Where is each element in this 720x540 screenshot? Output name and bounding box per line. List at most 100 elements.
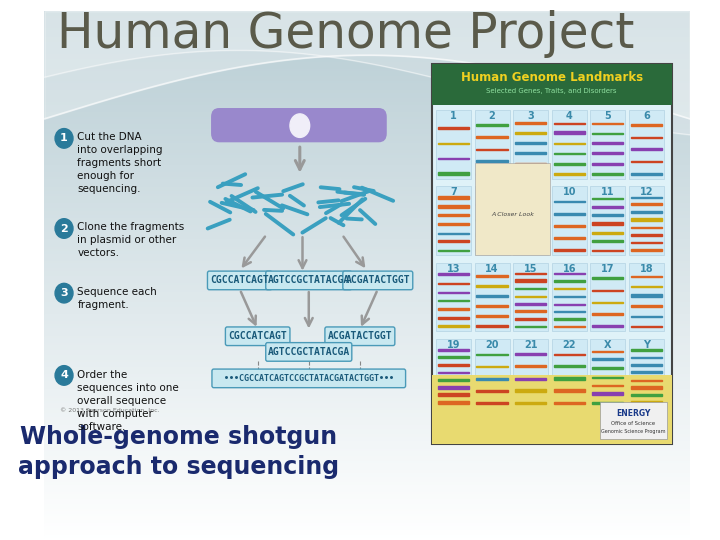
Bar (45, 261, 690, 264)
Bar (431, 64, 672, 105)
Bar (477, 124, 508, 126)
Text: CGCCATCAGT: CGCCATCAGT (210, 275, 269, 286)
Bar (45, 449, 690, 451)
Bar (474, 110, 510, 179)
Bar (45, 521, 690, 523)
Bar (45, 167, 690, 170)
Bar (45, 136, 690, 138)
Bar (45, 432, 690, 434)
Bar (45, 454, 690, 456)
Bar (45, 225, 690, 227)
Text: 9: 9 (527, 187, 534, 197)
Bar (45, 393, 690, 396)
Bar (45, 69, 690, 71)
Bar (554, 152, 585, 154)
Bar (45, 124, 690, 126)
Bar (45, 184, 690, 186)
Bar (515, 326, 546, 327)
Bar (45, 268, 690, 271)
Bar (590, 186, 625, 255)
Bar (45, 95, 690, 98)
Bar (45, 172, 690, 174)
Bar (631, 173, 662, 174)
Bar (45, 468, 690, 470)
Bar (45, 357, 690, 360)
Text: 17: 17 (601, 264, 614, 274)
Bar (45, 302, 690, 305)
Bar (474, 186, 510, 255)
FancyBboxPatch shape (266, 271, 352, 290)
Bar (45, 386, 690, 388)
Bar (45, 50, 690, 52)
Bar (45, 23, 690, 25)
Bar (592, 206, 624, 208)
Bar (515, 224, 546, 225)
Bar (45, 507, 690, 509)
FancyBboxPatch shape (212, 369, 405, 388)
Bar (45, 523, 690, 525)
Bar (45, 208, 690, 211)
Bar (515, 353, 546, 355)
Bar (45, 98, 690, 100)
Bar (631, 211, 662, 213)
Bar (45, 105, 690, 107)
Bar (45, 388, 690, 391)
Bar (45, 487, 690, 489)
Bar (554, 303, 585, 305)
Bar (45, 345, 690, 348)
Bar (515, 249, 546, 251)
Bar (45, 148, 690, 151)
Bar (592, 232, 624, 234)
Bar (45, 331, 690, 333)
Bar (477, 249, 508, 251)
Bar (436, 339, 471, 408)
Bar (438, 356, 469, 359)
Bar (631, 372, 662, 374)
Bar (45, 516, 690, 518)
Bar (592, 240, 624, 242)
Bar (477, 295, 508, 297)
Bar (45, 319, 690, 321)
Bar (45, 437, 690, 439)
Bar (554, 213, 585, 214)
Bar (45, 381, 690, 384)
Bar (515, 319, 546, 320)
Bar (45, 326, 690, 328)
Bar (515, 122, 546, 124)
Bar (45, 259, 690, 261)
Bar (45, 143, 690, 146)
Bar (515, 215, 546, 217)
Bar (515, 402, 546, 404)
Bar (592, 367, 624, 369)
Bar (45, 499, 690, 502)
Bar (45, 35, 690, 37)
Bar (45, 16, 690, 18)
Bar (45, 163, 690, 165)
Bar (45, 182, 690, 184)
Bar (45, 220, 690, 222)
Bar (515, 303, 546, 305)
Bar (45, 297, 690, 300)
Bar (592, 278, 624, 279)
Bar (45, 37, 690, 40)
Text: Order the
sequences into one
overall sequence
with computer
software.: Order the sequences into one overall seq… (78, 369, 179, 433)
Bar (590, 110, 625, 179)
Bar (474, 263, 510, 332)
Bar (554, 273, 585, 274)
Bar (438, 273, 469, 275)
Bar (438, 401, 469, 404)
Circle shape (55, 129, 73, 148)
Bar (436, 263, 471, 332)
Bar (631, 161, 662, 163)
Bar (438, 386, 469, 389)
Bar (515, 389, 546, 392)
Bar (477, 326, 508, 327)
Text: 2: 2 (60, 224, 68, 233)
Text: 10: 10 (562, 187, 576, 197)
Bar (592, 173, 624, 174)
Bar (45, 194, 690, 196)
Text: 4: 4 (566, 111, 572, 121)
Bar (45, 323, 690, 326)
Bar (45, 78, 690, 81)
Bar (45, 353, 690, 355)
